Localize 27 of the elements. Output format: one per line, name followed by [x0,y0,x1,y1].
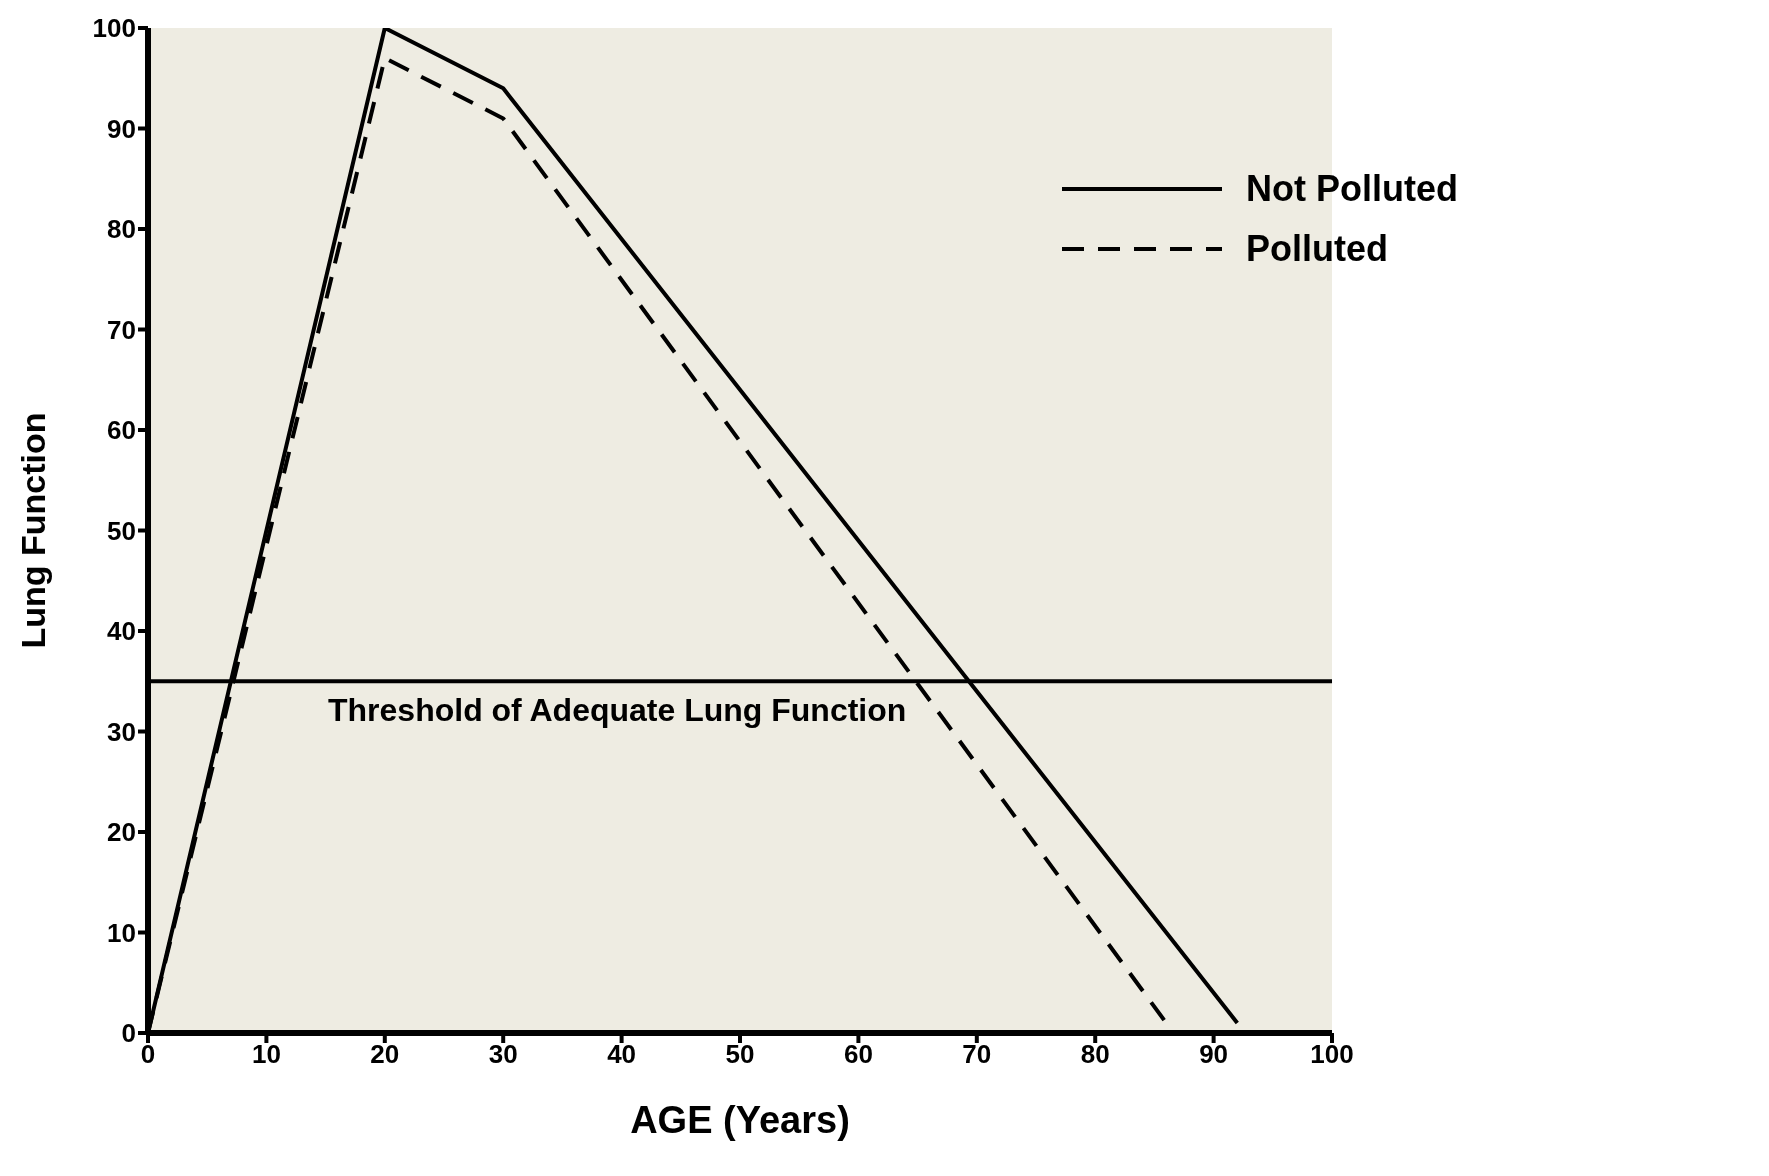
x-tick-label: 50 [725,1039,755,1070]
x-tick-label: 60 [843,1039,873,1070]
x-tick-label: 30 [488,1039,518,1070]
y-tick-label: 100 [92,13,136,44]
y-tick-label: 20 [107,817,136,848]
y-tick-label: 50 [107,515,136,546]
y-tick-label: 10 [107,917,136,948]
ref-line-label: Threshold of Adequate Lung Function [328,692,907,729]
y-tick-label: 30 [107,716,136,747]
y-tick-label: 70 [107,314,136,345]
legend-label: Not Polluted [1246,168,1458,210]
x-tick-label: 90 [1199,1039,1229,1070]
y-tick-label: 0 [121,1018,136,1049]
x-tick-label: 10 [251,1039,281,1070]
y-tick-label: 60 [107,415,136,446]
x-tick-label: 100 [1310,1039,1354,1070]
legend-label: Polluted [1246,228,1389,270]
y-tick-label: 90 [107,113,136,144]
x-tick-label: 20 [370,1039,400,1070]
x-tick-label: 70 [962,1039,992,1070]
x-tick-label: 80 [1080,1039,1110,1070]
x-tick-label: 0 [140,1039,156,1070]
x-axis-title: AGE (Years) [630,1099,850,1141]
y-tick-label: 80 [107,214,136,245]
y-tick-label: 40 [107,616,136,647]
y-axis-title: Lung Function [14,412,53,649]
x-tick-label: 40 [607,1039,637,1070]
